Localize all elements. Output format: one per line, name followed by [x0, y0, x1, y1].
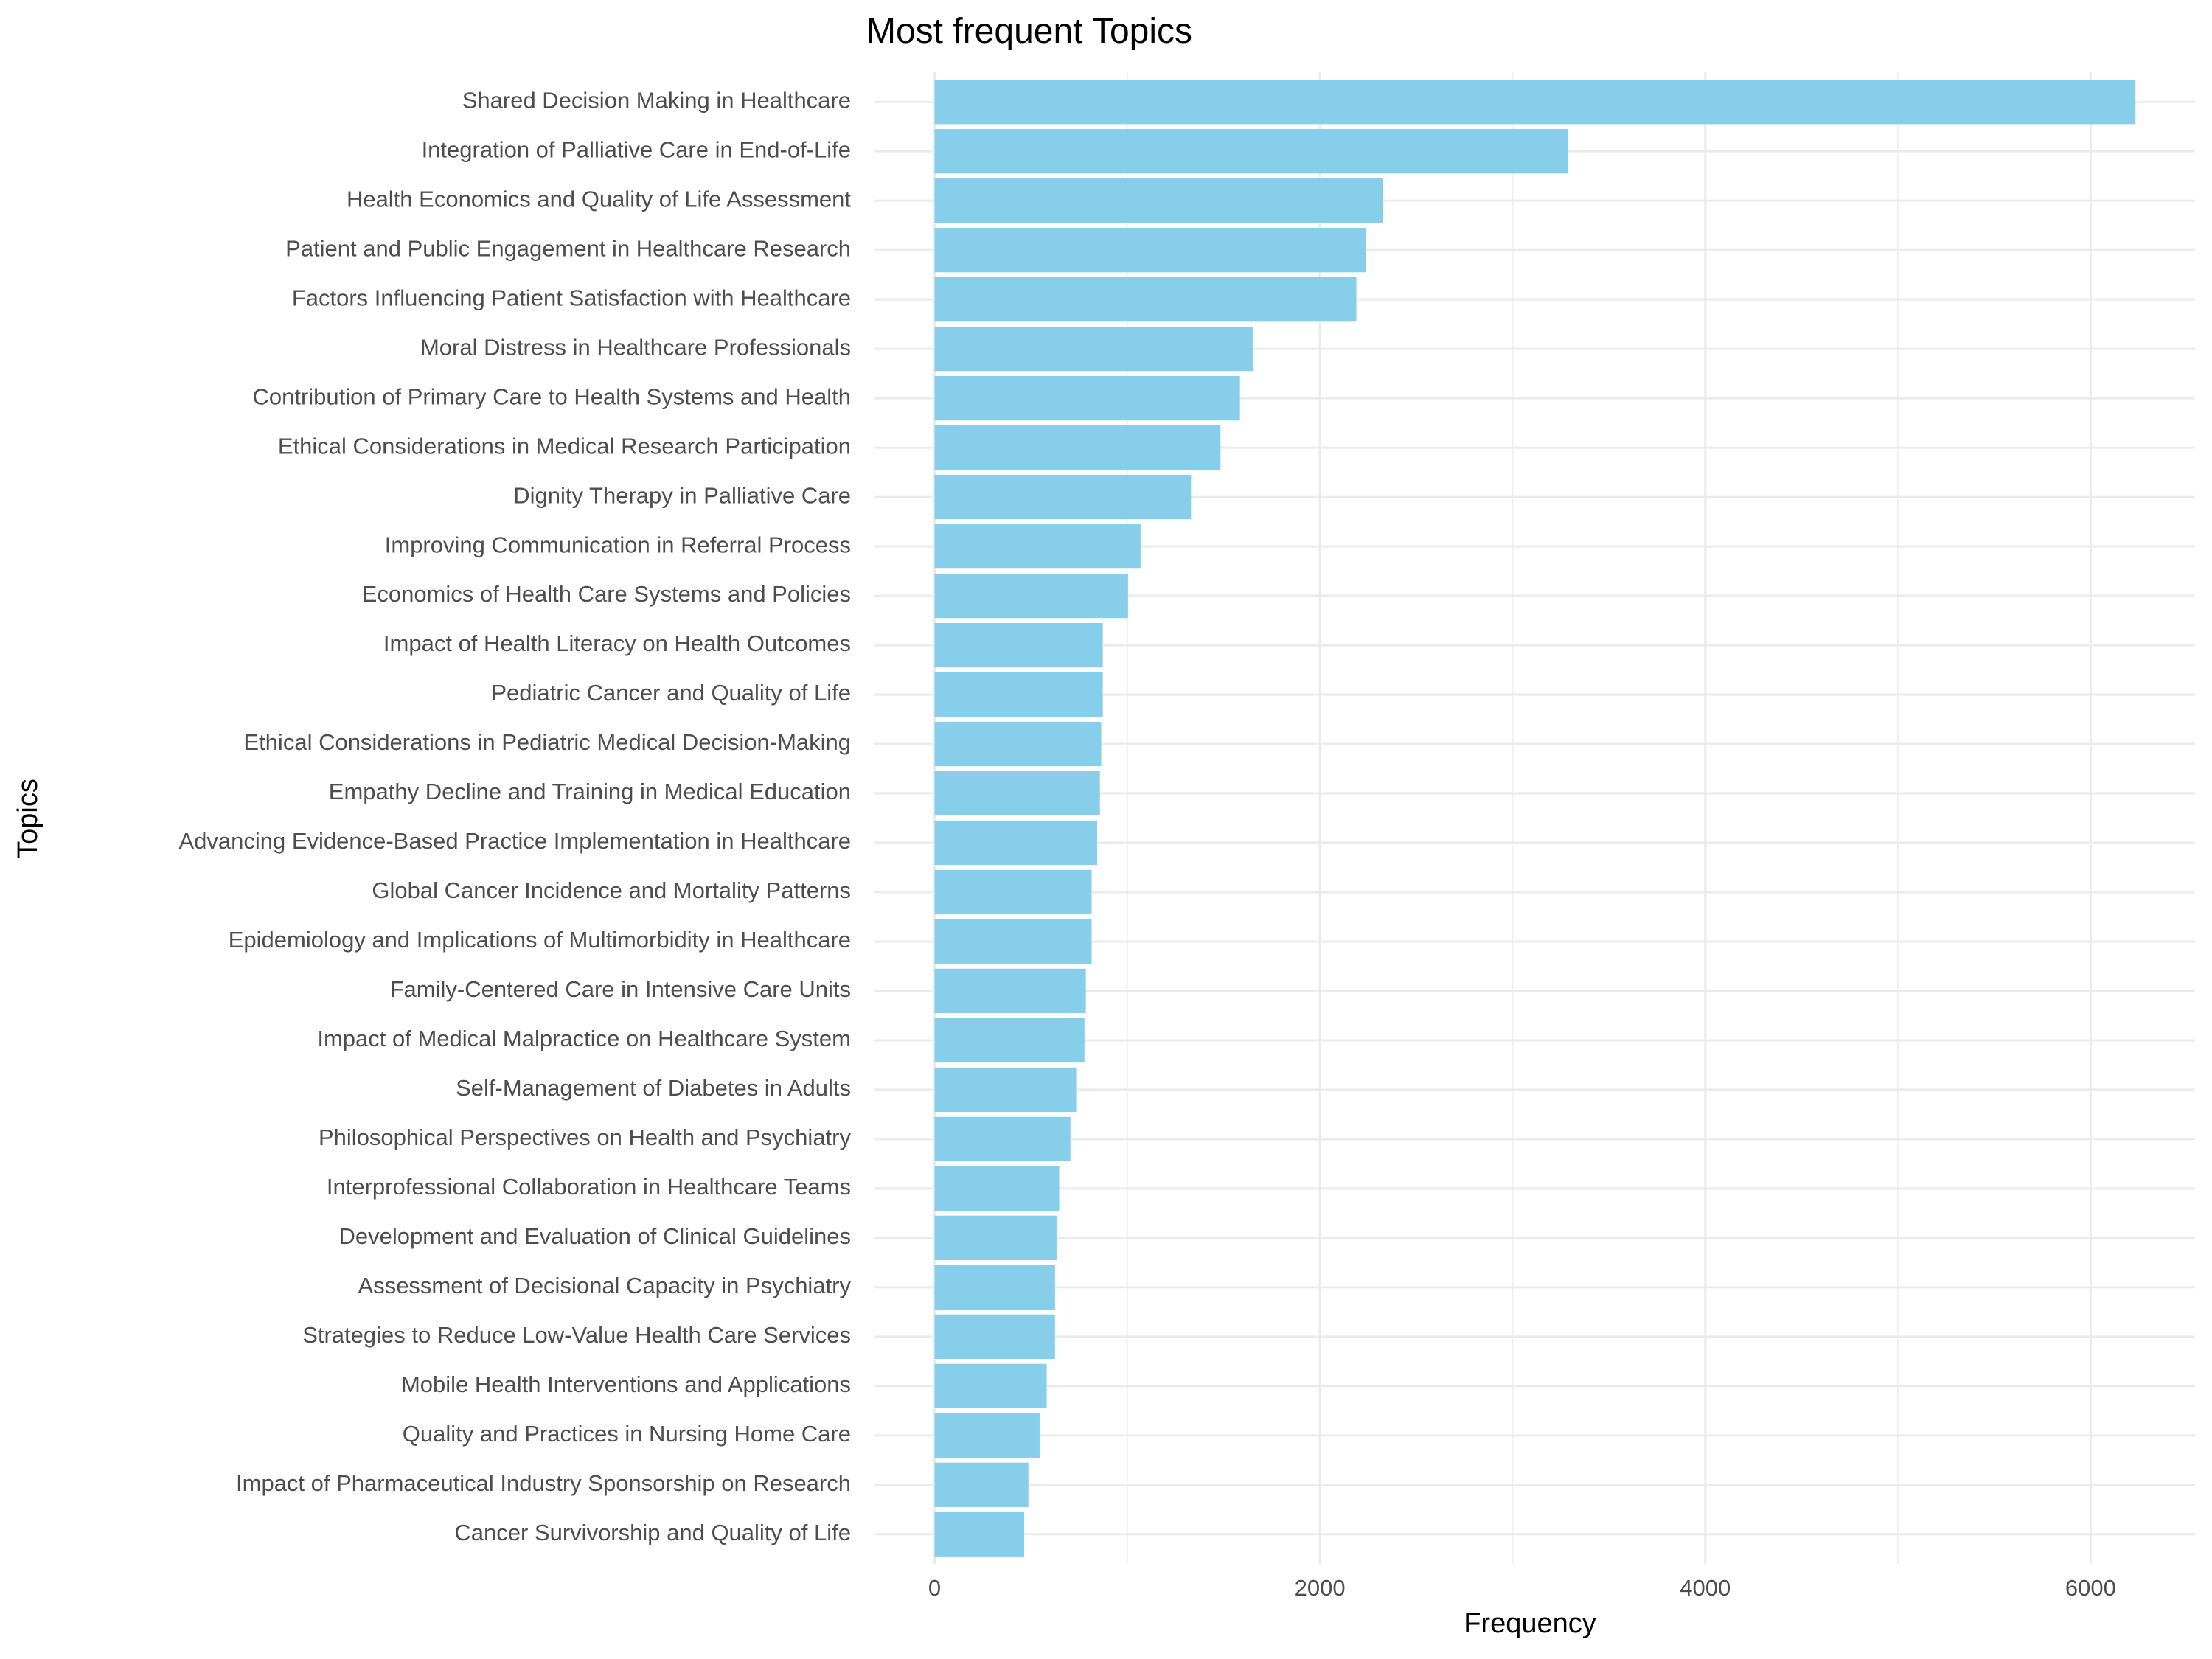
y-tick-label: Moral Distress in Healthcare Professiona…	[420, 334, 851, 360]
bar	[934, 228, 1366, 273]
x-axis-title: Frequency	[1464, 1608, 1596, 1639]
bar	[934, 919, 1092, 964]
y-tick-label: Health Economics and Quality of Life Ass…	[347, 186, 851, 212]
bar	[934, 1265, 1055, 1310]
y-tick-label: Impact of Health Literacy on Health Outc…	[383, 630, 851, 656]
bar	[934, 425, 1221, 470]
x-tick-label: 6000	[2065, 1575, 2116, 1601]
bar	[934, 1413, 1040, 1458]
y-tick-label: Interprofessional Collaboration in Healt…	[327, 1174, 851, 1200]
bar	[934, 672, 1103, 717]
y-tick-label: Cancer Survivorship and Quality of Life	[454, 1520, 851, 1545]
bar	[934, 326, 1253, 372]
bar	[934, 1462, 1029, 1507]
y-tick-label: Strategies to Reduce Low-Value Health Ca…	[302, 1322, 851, 1348]
y-tick-label: Integration of Palliative Care in End-of…	[422, 136, 851, 162]
y-tick-label: Development and Evaluation of Clinical G…	[339, 1223, 851, 1249]
y-tick-label: Shared Decision Making in Healthcare	[462, 87, 851, 113]
y-tick-label: Factors Influencing Patient Satisfaction…	[292, 285, 851, 310]
y-tick-label: Assessment of Decisional Capacity in Psy…	[358, 1273, 852, 1298]
bar	[934, 1018, 1085, 1063]
y-tick-label: Contribution of Primary Care to Health S…	[252, 383, 851, 409]
bar	[934, 573, 1128, 619]
bar	[934, 869, 1092, 915]
y-tick-label: Philosophical Perspectives on Health and…	[319, 1124, 851, 1150]
x-tick-label: 0	[928, 1575, 941, 1601]
y-tick-label: Self-Management of Diabetes in Adults	[456, 1075, 851, 1101]
bar	[934, 1116, 1071, 1162]
bar	[934, 721, 1102, 767]
y-tick-label: Patient and Public Engagement in Healthc…	[285, 235, 851, 261]
bar	[934, 622, 1103, 668]
bar	[934, 968, 1086, 1014]
y-tick-label: Empathy Decline and Training in Medical …	[329, 779, 851, 804]
y-tick-label: Impact of Pharmaceutical Industry Sponso…	[236, 1470, 851, 1496]
x-tick-label: 2000	[1295, 1575, 1346, 1601]
bar	[934, 1166, 1060, 1211]
y-tick-label: Global Cancer Incidence and Mortality Pa…	[372, 877, 851, 903]
bar	[934, 474, 1192, 520]
y-axis-title: Topics	[13, 779, 44, 858]
y-tick-label: Improving Communication in Referral Proc…	[385, 532, 851, 557]
y-tick-label: Mobile Health Interventions and Applicat…	[401, 1371, 851, 1397]
bar	[934, 178, 1383, 223]
y-tick-label: Family-Centered Care in Intensive Care U…	[390, 976, 851, 1002]
bar	[934, 1363, 1047, 1408]
x-tick-label: 4000	[1680, 1575, 1731, 1601]
marks	[934, 80, 2136, 1557]
bar	[934, 1067, 1077, 1113]
y-tick-label: Quality and Practices in Nursing Home Ca…	[403, 1421, 851, 1447]
bar	[934, 1215, 1057, 1261]
grid: 0 2000 4000 6000 Shared Decision Making in H…	[178, 72, 2195, 1601]
y-tick-label: Dignity Therapy in Palliative Care	[513, 482, 851, 508]
bar	[934, 771, 1100, 816]
bar	[934, 276, 1357, 322]
y-tick-label: Pediatric Cancer and Quality of Life	[491, 680, 851, 706]
y-tick-label: Epidemiology and Implications of Multimo…	[229, 927, 851, 953]
bar	[934, 375, 1240, 421]
bar	[934, 1314, 1055, 1360]
chart-title: Most frequent Topics	[866, 12, 1192, 51]
bar	[934, 129, 1568, 174]
y-tick-label: Advancing Evidence-Based Practice Implem…	[178, 828, 851, 854]
y-tick-label: Ethical Considerations in Medical Resear…	[278, 433, 851, 459]
bar	[934, 80, 2136, 125]
y-tick-label: Economics of Health Care Systems and Pol…	[362, 581, 851, 607]
bar	[934, 524, 1141, 569]
y-tick-label: Impact of Medical Malpractice on Healthc…	[317, 1026, 851, 1051]
bar	[934, 1512, 1025, 1557]
y-tick-label: Ethical Considerations in Pediatric Medi…	[243, 729, 851, 755]
bar	[934, 820, 1098, 866]
